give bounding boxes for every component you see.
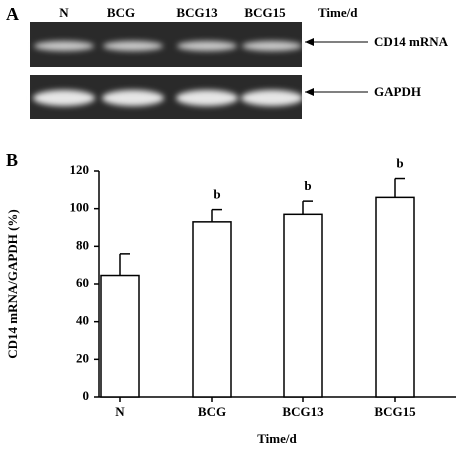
gel-band	[34, 41, 94, 51]
bar	[375, 196, 415, 398]
significance-label: b	[213, 187, 220, 202]
bar	[283, 213, 323, 398]
lane-label: BCG	[107, 5, 135, 20]
gel-band	[33, 90, 95, 106]
x-axis-label: Time/d	[257, 431, 297, 446]
y-tick-label: 40	[76, 313, 89, 328]
lane-label: BCG15	[244, 5, 286, 20]
arrow-head	[305, 38, 314, 46]
lane-label: N	[59, 5, 69, 20]
band-label: CD14 mRNA	[374, 34, 449, 49]
y-axis-label: CD14 mRNA/GAPDH (%)	[5, 209, 20, 358]
lane-label: BCG13	[176, 5, 218, 20]
panel-label: B	[6, 150, 18, 170]
lane-axis-label: Time/d	[318, 5, 358, 20]
band-label: GAPDH	[374, 84, 421, 99]
y-tick-label: 0	[83, 388, 90, 403]
significance-label: b	[396, 156, 403, 171]
y-tick-label: 80	[76, 237, 89, 252]
x-tick-label: N	[115, 404, 125, 419]
x-tick-label: BCG	[198, 404, 226, 419]
bar	[192, 221, 232, 398]
gel-band	[241, 90, 303, 106]
y-tick-label: 60	[76, 275, 89, 290]
y-tick-label: 20	[76, 350, 89, 365]
x-tick-label: BCG13	[282, 404, 324, 419]
significance-label: b	[304, 178, 311, 193]
arrow-head	[305, 88, 314, 96]
gel-band	[102, 90, 164, 106]
y-tick-label: 120	[70, 162, 90, 177]
bar	[100, 274, 140, 398]
gel-band	[176, 90, 238, 106]
y-tick-label: 100	[70, 200, 90, 215]
panel-label: A	[6, 4, 19, 24]
gel-band	[103, 41, 163, 51]
gel-band	[177, 41, 237, 51]
x-tick-label: BCG15	[374, 404, 416, 419]
gel-band	[242, 41, 302, 51]
